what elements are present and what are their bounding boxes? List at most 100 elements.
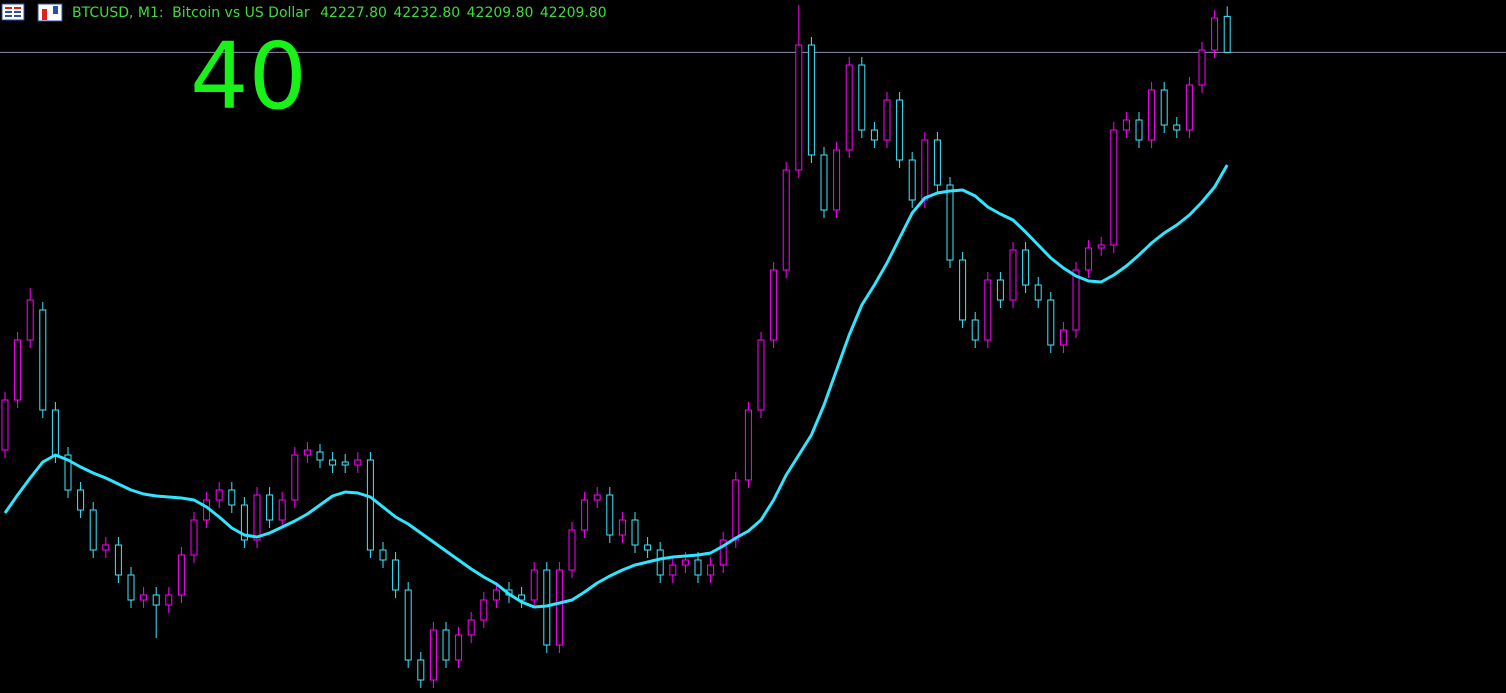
candle-body	[1223, 15, 1231, 53]
candle-body	[883, 99, 891, 141]
candle-body	[959, 259, 967, 321]
candle-body	[820, 154, 828, 211]
candle-body	[858, 64, 866, 131]
candle-body	[1009, 249, 1017, 301]
candle-body	[1034, 284, 1042, 301]
ohlc-close: 42209.80	[540, 5, 607, 21]
candle-body	[77, 489, 85, 511]
candle-body	[644, 544, 652, 551]
candle-body	[51, 409, 59, 456]
symbol: BTCUSD, M1:	[72, 5, 164, 21]
candle-body	[190, 519, 198, 556]
candle-body	[1198, 49, 1206, 86]
candle-body	[480, 599, 488, 621]
candle-body	[581, 499, 589, 531]
candle-body	[568, 529, 576, 571]
candle-body	[933, 139, 941, 186]
candle-body	[984, 279, 992, 341]
candle-body	[240, 504, 248, 541]
candle-body	[1173, 124, 1181, 131]
candle-body	[707, 564, 715, 576]
candle-body	[669, 564, 677, 576]
candle-body	[228, 489, 236, 506]
candle-body	[215, 489, 223, 501]
candle-body	[1110, 129, 1118, 246]
candle-body	[1122, 119, 1130, 131]
candle-body	[908, 159, 916, 201]
candle-body	[253, 494, 261, 541]
candle-body	[1047, 299, 1055, 346]
candle-body	[833, 149, 841, 211]
candle-body	[971, 319, 979, 341]
candle-body	[681, 559, 689, 566]
candle-body	[140, 594, 148, 601]
candle-body	[455, 634, 463, 661]
candle-body	[719, 539, 727, 566]
icon-chart[interactable]	[37, 3, 63, 22]
candle-body	[1148, 89, 1156, 141]
candle-body	[845, 64, 853, 151]
candle-body	[757, 339, 765, 411]
annotation: 40	[190, 23, 307, 130]
description: Bitcoin vs US Dollar	[172, 5, 310, 21]
candle-body	[429, 629, 437, 681]
candle-body	[1022, 249, 1030, 286]
candle-body	[127, 574, 135, 601]
candle-body	[1135, 119, 1143, 141]
candle-body	[870, 129, 878, 141]
candle-body	[896, 99, 904, 161]
toolbar-icons	[1, 3, 63, 22]
candle-body	[631, 519, 639, 546]
candle-body	[1, 399, 9, 451]
icon-part	[5, 15, 12, 17]
icon-part	[5, 7, 12, 9]
candle-body	[996, 279, 1004, 301]
candle-body	[291, 454, 299, 501]
candle-body	[89, 509, 97, 551]
candle-body	[593, 494, 601, 501]
candle-body	[492, 589, 500, 601]
icon-part	[5, 11, 12, 13]
candle-body	[555, 569, 563, 646]
candle-body	[530, 569, 538, 601]
icon-part	[42, 9, 47, 20]
candle-body	[177, 554, 185, 596]
candle-body	[1072, 269, 1080, 331]
candle-body	[266, 494, 274, 521]
candle-body	[341, 461, 349, 466]
candle-body	[152, 594, 160, 606]
candle-body	[39, 309, 47, 411]
candle-body	[1085, 247, 1093, 271]
candles	[1, 5, 1231, 688]
candle-body	[14, 339, 22, 401]
candle-body	[165, 594, 173, 606]
candle-body	[732, 479, 740, 541]
icon-part	[14, 11, 21, 13]
candle-body	[518, 594, 526, 601]
icon-part	[14, 7, 21, 9]
candle-body	[316, 451, 324, 461]
candle-body	[1059, 329, 1067, 346]
candle-body	[354, 459, 362, 466]
candle-body	[1185, 84, 1193, 131]
candle-body	[1097, 244, 1105, 249]
candle-body	[795, 44, 803, 171]
candle-body	[64, 454, 72, 491]
ohlc-open: 42227.80	[320, 5, 387, 21]
candle-body	[392, 559, 400, 591]
candle-body	[921, 139, 929, 201]
candle-body	[656, 549, 664, 576]
candle-body	[303, 449, 311, 456]
candle-body	[694, 559, 702, 576]
moving-average	[3, 164, 1229, 609]
candle-body	[404, 589, 412, 661]
candle-body	[618, 519, 626, 536]
candle-body	[946, 184, 954, 261]
candle-body	[807, 44, 815, 156]
candle-body	[782, 169, 790, 271]
candle-body	[442, 629, 450, 661]
candle-body	[606, 494, 614, 536]
